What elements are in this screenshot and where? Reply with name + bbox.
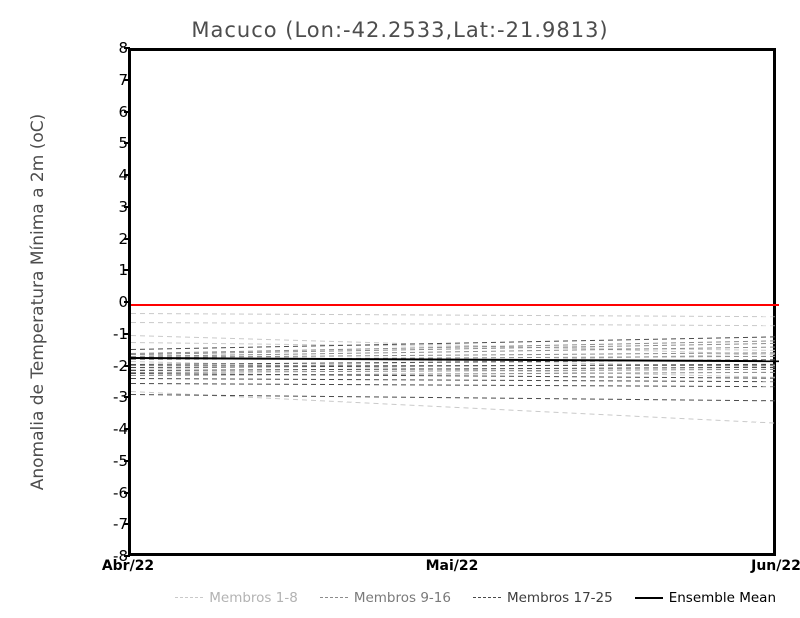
legend-swatch-ensemble-mean — [635, 597, 663, 599]
y-tick-mark--2 — [124, 365, 130, 367]
member-line-membros-1-8-1 — [131, 322, 779, 326]
legend-swatch-membros-9-16 — [320, 597, 348, 598]
y-tick-mark--1 — [124, 333, 130, 335]
y-tick-mark--7 — [124, 523, 130, 525]
member-line-membros-17-25-7 — [131, 394, 779, 401]
x-tick-label-1: Mai/22 — [426, 558, 479, 574]
x-tick-label-0: Abr/22 — [102, 558, 154, 574]
y-tick-mark-5 — [124, 142, 130, 144]
y-tick-mark-3 — [124, 206, 130, 208]
legend-label-membros-17-25: Membros 17-25 — [507, 590, 613, 606]
member-line-membros-1-8-0 — [131, 313, 779, 317]
y-tick-mark-8 — [124, 47, 130, 49]
plot-area — [128, 48, 776, 556]
member-line-membros-17-25-5 — [131, 378, 779, 382]
legend-item-membros-9-16: Membros 9-16 — [320, 590, 451, 606]
legend-item-ensemble-mean: Ensemble Mean — [635, 590, 776, 606]
legend-swatch-membros-1-8 — [175, 597, 203, 598]
zero-reference-line — [131, 304, 779, 306]
y-tick-mark-6 — [124, 111, 130, 113]
y-tick-mark--4 — [124, 428, 130, 430]
legend-label-membros-1-8: Membros 1-8 — [209, 590, 298, 606]
legend-item-membros-17-25: Membros 17-25 — [473, 590, 613, 606]
member-line-membros-17-25-6 — [131, 383, 779, 387]
y-tick-mark-4 — [124, 174, 130, 176]
legend-label-membros-9-16: Membros 9-16 — [354, 590, 451, 606]
legend-swatch-membros-17-25 — [473, 597, 501, 598]
chart-container: Macuco (Lon:-42.2533,Lat:-21.9813) Anoma… — [0, 0, 800, 618]
y-tick-mark-2 — [124, 238, 130, 240]
y-tick-mark--3 — [124, 396, 130, 398]
y-tick-mark--6 — [124, 492, 130, 494]
y-tick-mark-1 — [124, 269, 130, 271]
legend-item-membros-1-8: Membros 1-8 — [175, 590, 298, 606]
legend-label-ensemble-mean: Ensemble Mean — [669, 590, 776, 606]
y-tick-mark-0 — [124, 301, 130, 303]
y-tick-mark--5 — [124, 460, 130, 462]
y-axis-label: Anomalia de Temperatura Mínima a 2m (oC) — [28, 48, 58, 556]
y-tick-mark--8 — [124, 555, 130, 557]
chart-legend: Membros 1-8 Membros 9-16 Membros 17-25 E… — [128, 585, 776, 610]
y-tick-mark-7 — [124, 79, 130, 81]
x-tick-label-2: Jun/22 — [751, 558, 800, 574]
